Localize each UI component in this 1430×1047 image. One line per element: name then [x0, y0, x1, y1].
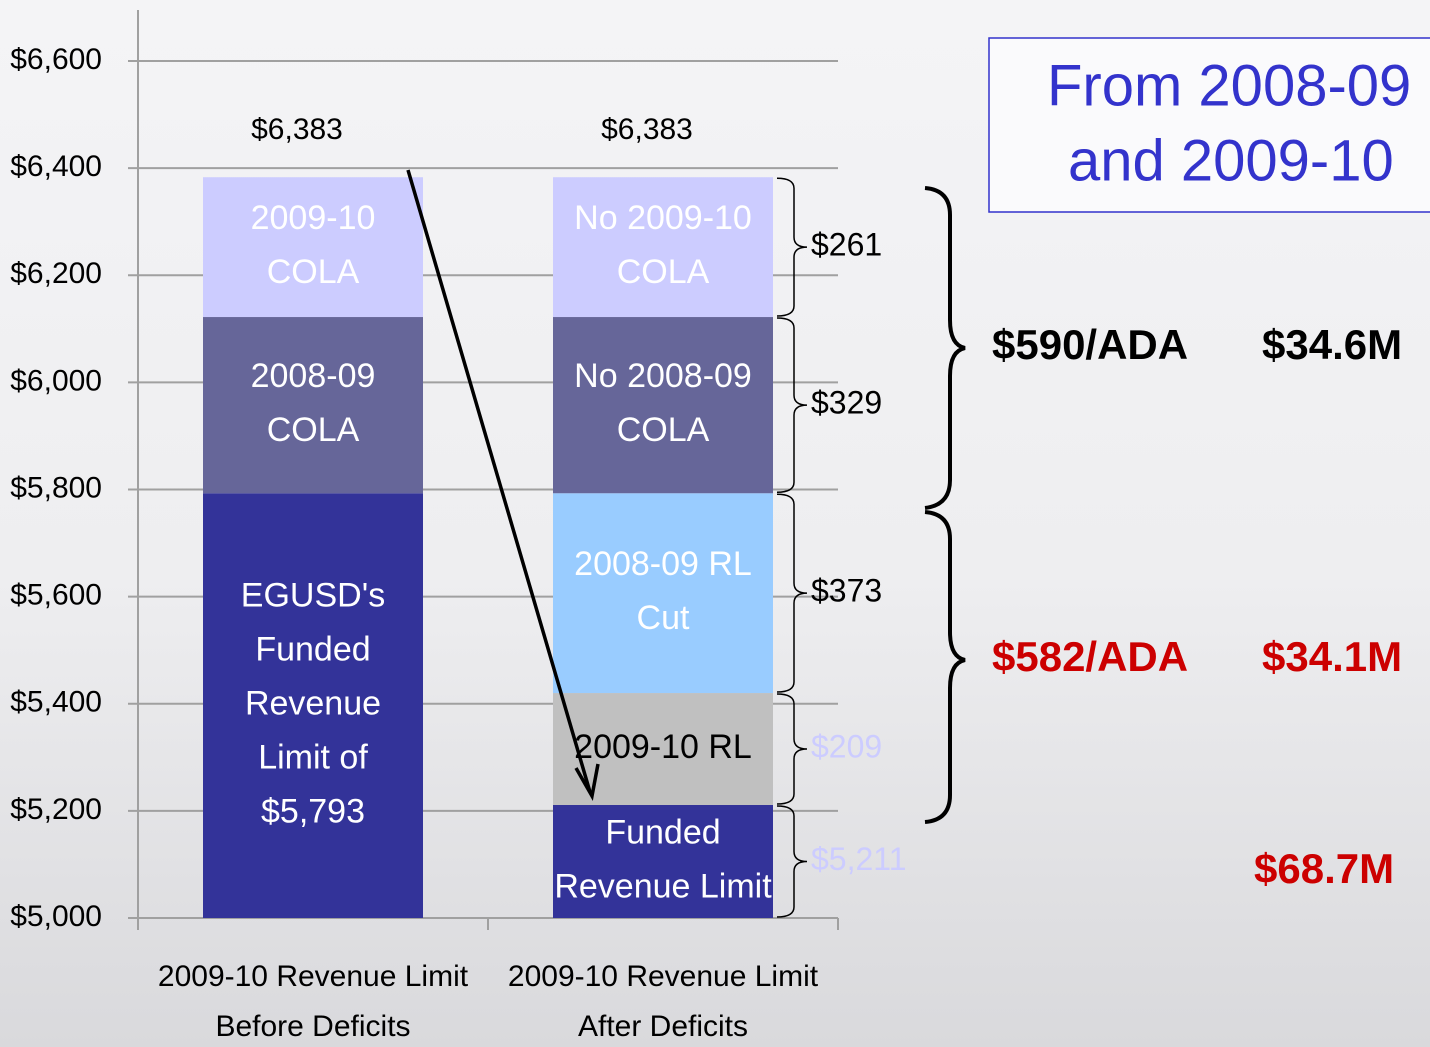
bar-segment: [553, 177, 773, 318]
value-label: $261: [811, 227, 882, 263]
segment-label: Revenue: [245, 685, 381, 723]
bracket: [776, 493, 808, 693]
y-tick-label: $6,400: [10, 150, 102, 183]
y-tick-label: $5,200: [10, 793, 102, 826]
y-tick-label: $5,400: [10, 686, 102, 719]
segment-label: COLA: [617, 253, 710, 291]
y-tick-label: $5,800: [10, 471, 102, 504]
value-label: $329: [811, 385, 882, 421]
value-label: $5,211: [811, 841, 907, 877]
segment-label: Funded: [605, 813, 720, 851]
annotation: $590/ADA: [992, 321, 1188, 368]
y-tick-label: $6,200: [10, 257, 102, 290]
box-title: and 2009-10: [1068, 128, 1394, 193]
bar-segment: [203, 317, 423, 494]
plot-area: $5,000 $5,200 $5,400 $5,600 $5,800 $6,000 $6,2…: [10, 10, 907, 1043]
x-tick-label: Before Deficits: [215, 1010, 410, 1043]
segment-label: No 2008-09: [574, 357, 752, 395]
arrow-head: [574, 763, 600, 802]
x-tick-label: 2009-10 Revenue Limit: [508, 960, 819, 993]
bracket: [776, 693, 808, 805]
segment-label: No 2009-10: [574, 199, 752, 237]
value-label: $373: [811, 573, 882, 609]
bracket: [776, 177, 808, 317]
segment-label: 2009-10 RL: [574, 728, 752, 766]
arrow-line: [406, 169, 592, 793]
segment-label: EGUSD's: [241, 577, 385, 615]
total-label: $6,383: [251, 113, 343, 146]
y-tick-label: $5,000: [10, 900, 102, 933]
segment-label: Limit of: [258, 739, 368, 777]
segment-label: 2008-09: [251, 357, 376, 395]
segment-label: COLA: [617, 411, 710, 449]
segment-label: $5,793: [261, 793, 365, 831]
value-label: $209: [811, 728, 882, 764]
bar-segment: [203, 493, 423, 918]
box-title: From 2008-09: [1047, 53, 1411, 118]
annotation: $34.1M: [1262, 633, 1402, 680]
annotation: $582/ADA: [992, 633, 1188, 680]
segment-label: 2009-10: [251, 199, 376, 237]
bar-segment: [553, 317, 773, 494]
segment-label: COLA: [267, 411, 360, 449]
annotation: $68.7M: [1254, 845, 1394, 892]
total-label: $6,383: [601, 113, 693, 146]
y-tick-label: $6,000: [10, 364, 102, 397]
group-brace: [924, 186, 966, 510]
x-tick-label: After Deficits: [578, 1010, 748, 1043]
y-tick-label: $6,600: [10, 43, 102, 76]
segment-label: 2008-09 RL: [574, 545, 752, 583]
segment-label: COLA: [267, 253, 360, 291]
title-box: [988, 37, 1430, 213]
bar-segment: [203, 177, 423, 318]
bar-segment: [553, 493, 773, 694]
segment-label: Funded: [255, 631, 370, 669]
segment-label: Revenue Limit: [554, 867, 772, 905]
arrow: [406, 169, 600, 802]
x-tick-label: 2009-10 Revenue Limit: [158, 960, 469, 993]
segment-label: Cut: [637, 599, 690, 637]
group-brace: [924, 510, 966, 824]
y-tick-label: $5,600: [10, 579, 102, 612]
bar-segment: [553, 804, 773, 918]
bracket: [776, 317, 808, 493]
bracket: [776, 805, 808, 918]
annotation: $34.6M: [1262, 321, 1402, 368]
